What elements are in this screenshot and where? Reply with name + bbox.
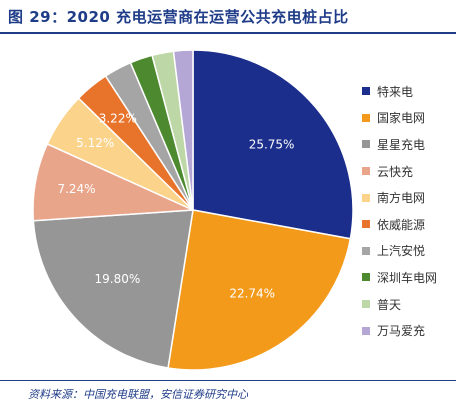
data-label-4: 7.24% — [57, 182, 95, 196]
legend-item-5: 南方电网 — [362, 184, 454, 211]
legend-item-9: 普天 — [362, 291, 454, 318]
data-label-6: 3.22% — [99, 112, 137, 126]
legend-swatch-9 — [362, 300, 370, 309]
legend: 特来电国家电网星星充电云快充南方电网依威能源上汽安悦深圳车电网普天万马爱充 — [362, 78, 454, 344]
legend-item-10: 万马爱充 — [362, 317, 454, 344]
legend-label-3: 星星充电 — [377, 137, 426, 152]
legend-label-7: 上汽安悦 — [377, 244, 426, 259]
legend-item-6: 依威能源 — [362, 211, 454, 238]
legend-swatch-5 — [362, 193, 370, 202]
legend-item-8: 深圳车电网 — [362, 264, 454, 291]
source-note: 资料来源：中国充电联盟，安信证券研究中心 — [28, 388, 248, 401]
legend-swatch-4 — [362, 167, 370, 176]
pie-slice-1 — [192, 49, 354, 240]
legend-swatch-7 — [362, 246, 370, 255]
legend-item-4: 云快充 — [362, 158, 454, 185]
legend-label-10: 万马爱充 — [377, 324, 426, 339]
legend-label-4: 云快充 — [377, 164, 414, 179]
legend-swatch-8 — [362, 273, 370, 282]
legend-label-8: 深圳车电网 — [377, 270, 438, 285]
legend-swatch-6 — [362, 220, 370, 229]
data-label-2: 22.74% — [229, 287, 275, 301]
pie-slice-3 — [32, 209, 194, 369]
legend-item-7: 上汽安悦 — [362, 238, 454, 265]
legend-item-3: 星星充电 — [362, 131, 454, 158]
legend-label-6: 依威能源 — [377, 217, 426, 232]
legend-swatch-10 — [362, 326, 370, 335]
data-label-1: 25.75% — [249, 137, 295, 151]
legend-swatch-1 — [362, 87, 370, 96]
legend-swatch-3 — [362, 140, 370, 149]
chart-title: 图 29：2020 充电运营商在运营公共充电桩占比 — [8, 8, 349, 26]
data-label-5: 5.12% — [76, 136, 114, 150]
legend-item-2: 国家电网 — [362, 105, 454, 132]
legend-label-9: 普天 — [377, 297, 402, 312]
pie-slice-10 — [172, 49, 194, 211]
legend-item-1: 特来电 — [362, 78, 454, 105]
pie-chart: 25.75% 22.74% 19.80% 7.24% 5.12% 3.22% — [32, 49, 354, 371]
legend-label-1: 特来电 — [377, 84, 414, 99]
legend-label-2: 国家电网 — [377, 111, 426, 126]
legend-label-5: 南方电网 — [377, 191, 426, 206]
title-bar: 图 29：2020 充电运营商在运营公共充电桩占比 — [0, 0, 456, 34]
footer-divider — [0, 380, 456, 381]
pie-slice-2 — [167, 209, 352, 371]
data-label-3: 19.80% — [95, 272, 141, 286]
legend-swatch-2 — [362, 113, 370, 122]
